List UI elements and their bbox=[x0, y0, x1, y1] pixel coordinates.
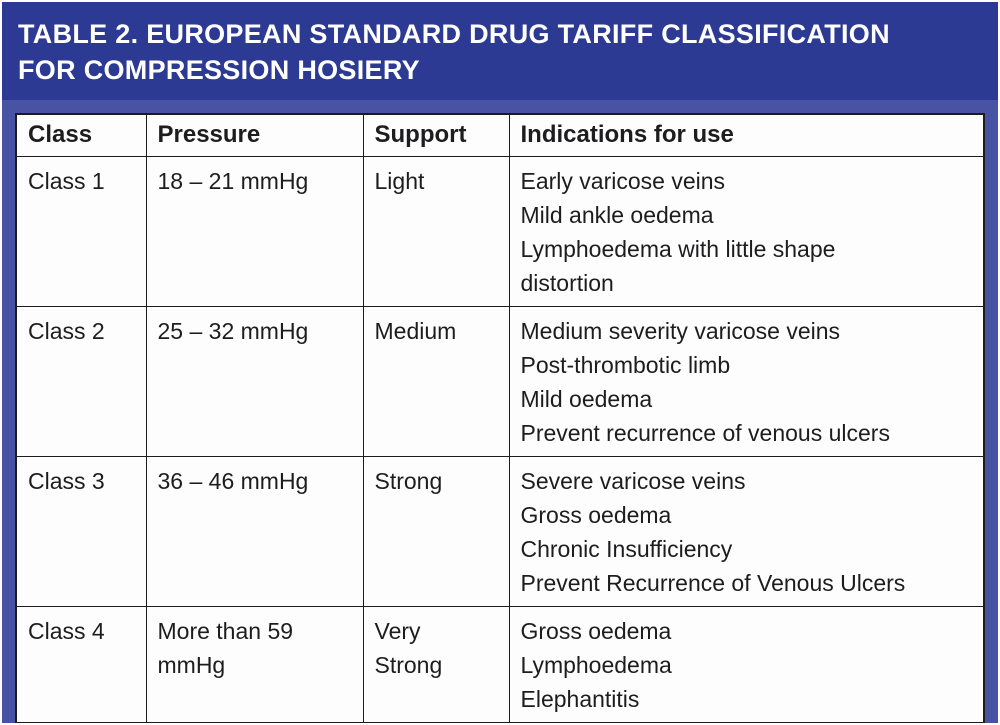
cell-support: Strong bbox=[362, 455, 510, 607]
cell-indications: Severe varicose veins Gross oedema Chron… bbox=[508, 455, 985, 607]
header-pressure: Pressure bbox=[145, 113, 364, 157]
table-row: Class 3 36 – 46 mmHg Strong Severe varic… bbox=[15, 455, 985, 607]
cell-support: Medium bbox=[362, 305, 510, 457]
cell-indications: Medium severity varicose veins Post-thro… bbox=[508, 305, 985, 457]
table-row: Class 4 More than 59 mmHg Very Strong Gr… bbox=[15, 605, 985, 723]
cell-indications: Gross oedema Lymphoedema Elephantitis bbox=[508, 605, 985, 723]
cell-class: Class 2 bbox=[15, 305, 147, 457]
cell-support: Very Strong bbox=[362, 605, 510, 723]
cell-pressure: 36 – 46 mmHg bbox=[145, 455, 364, 607]
compression-hosiery-table: Class Pressure Support Indications for u… bbox=[15, 113, 985, 723]
cell-pressure: More than 59 mmHg bbox=[145, 605, 364, 723]
table-title-banner: TABLE 2. EUROPEAN STANDARD DRUG TARIFF C… bbox=[2, 2, 998, 100]
table-title: TABLE 2. EUROPEAN STANDARD DRUG TARIFF C… bbox=[18, 18, 890, 85]
table-row: Class 1 18 – 21 mmHg Light Early varicos… bbox=[15, 155, 985, 307]
cell-pressure: 25 – 32 mmHg bbox=[145, 305, 364, 457]
header-class: Class bbox=[15, 113, 147, 157]
cell-support: Light bbox=[362, 155, 510, 307]
table-row: Class 2 25 – 32 mmHg Medium Medium sever… bbox=[15, 305, 985, 457]
header-indications: Indications for use bbox=[508, 113, 985, 157]
header-support: Support bbox=[362, 113, 510, 157]
table-container: Class Pressure Support Indications for u… bbox=[2, 100, 998, 723]
cell-class: Class 1 bbox=[15, 155, 147, 307]
cell-indications: Early varicose veins Mild ankle oedema L… bbox=[508, 155, 985, 307]
header-row: Class Pressure Support Indications for u… bbox=[15, 113, 985, 157]
cell-pressure: 18 – 21 mmHg bbox=[145, 155, 364, 307]
cell-class: Class 3 bbox=[15, 455, 147, 607]
cell-class: Class 4 bbox=[15, 605, 147, 723]
